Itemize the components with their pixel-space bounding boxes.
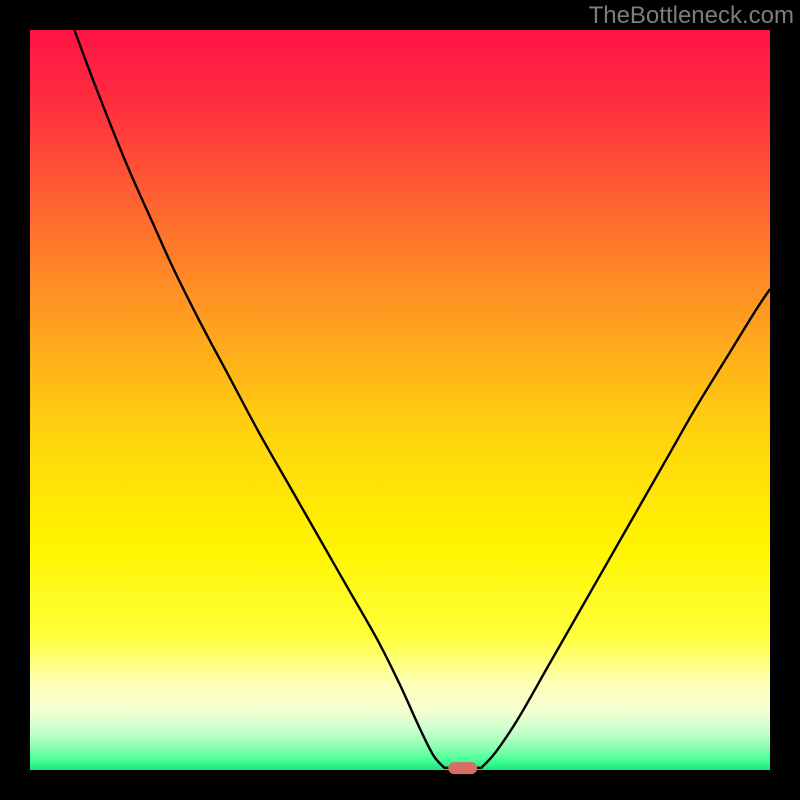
watermark-text: TheBottleneck.com	[589, 2, 794, 30]
plot-area	[30, 30, 770, 770]
bottleneck-curve	[74, 30, 770, 768]
optimal-marker	[448, 762, 478, 774]
chart-frame: TheBottleneck.com	[0, 0, 800, 800]
curve-svg	[30, 30, 770, 770]
